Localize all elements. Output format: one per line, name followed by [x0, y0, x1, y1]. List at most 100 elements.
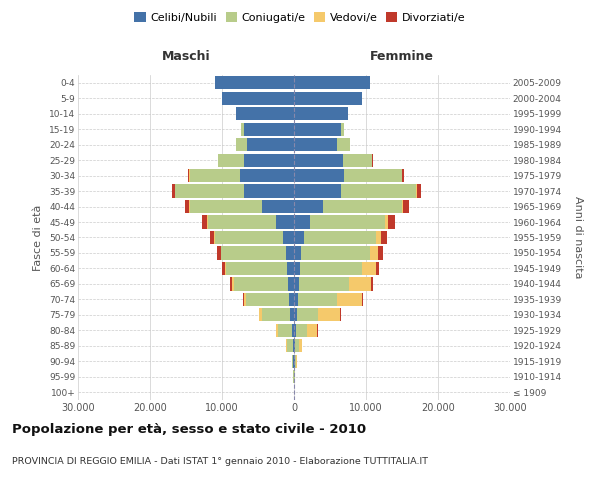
Bar — [244, 184, 294, 198]
Bar — [244, 293, 246, 306]
Bar — [341, 184, 416, 198]
Bar — [299, 278, 349, 290]
Bar — [208, 216, 276, 228]
Bar — [286, 340, 287, 352]
Bar — [222, 92, 294, 105]
Y-axis label: Fasce di età: Fasce di età — [34, 204, 43, 270]
Bar — [388, 216, 395, 228]
Bar — [240, 169, 294, 182]
Bar — [297, 308, 319, 322]
Bar — [371, 278, 373, 290]
Bar — [210, 231, 214, 244]
Bar — [293, 340, 294, 352]
Bar — [298, 293, 337, 306]
Bar — [294, 122, 341, 136]
Bar — [262, 200, 294, 213]
Bar — [294, 293, 298, 306]
Bar — [323, 200, 402, 213]
Bar — [294, 76, 370, 90]
Bar — [233, 278, 287, 290]
Bar — [294, 138, 337, 151]
Bar — [402, 169, 404, 182]
Y-axis label: Anni di nascita: Anni di nascita — [573, 196, 583, 279]
Bar — [294, 231, 304, 244]
Bar — [417, 184, 421, 198]
Bar — [319, 308, 340, 322]
Bar — [294, 324, 296, 337]
Bar — [283, 231, 294, 244]
Bar — [294, 354, 295, 368]
Bar — [337, 138, 350, 151]
Bar — [244, 122, 294, 136]
Bar — [372, 154, 373, 166]
Bar — [218, 154, 244, 166]
Bar — [190, 169, 240, 182]
Bar — [289, 293, 294, 306]
Bar — [202, 216, 207, 228]
Bar — [403, 200, 409, 213]
Bar — [277, 324, 278, 337]
Bar — [294, 154, 343, 166]
Bar — [381, 231, 387, 244]
Bar — [296, 324, 307, 337]
Bar — [376, 231, 381, 244]
Bar — [232, 278, 233, 290]
Text: Femmine: Femmine — [370, 50, 434, 62]
Text: Maschi: Maschi — [161, 50, 211, 62]
Bar — [299, 340, 302, 352]
Bar — [292, 354, 293, 368]
Bar — [294, 169, 344, 182]
Bar — [287, 340, 293, 352]
Bar — [224, 262, 226, 275]
Bar — [230, 278, 232, 290]
Bar — [337, 293, 362, 306]
Bar — [243, 293, 244, 306]
Bar — [222, 262, 224, 275]
Bar — [236, 138, 247, 151]
Bar — [362, 293, 363, 306]
Bar — [175, 184, 244, 198]
Bar — [301, 262, 362, 275]
Bar — [276, 216, 294, 228]
Bar — [370, 246, 378, 260]
Bar — [215, 76, 294, 90]
Bar — [247, 138, 294, 151]
Bar — [294, 246, 301, 260]
Text: PROVINCIA DI REGGIO EMILIA - Dati ISTAT 1° gennaio 2010 - Elaborazione TUTTITALI: PROVINCIA DI REGGIO EMILIA - Dati ISTAT … — [12, 458, 428, 466]
Bar — [286, 246, 294, 260]
Bar — [221, 246, 286, 260]
Bar — [416, 184, 417, 198]
Bar — [294, 107, 348, 120]
Bar — [241, 122, 244, 136]
Bar — [172, 184, 175, 198]
Bar — [287, 278, 294, 290]
Bar — [278, 324, 292, 337]
Bar — [295, 340, 299, 352]
Bar — [341, 122, 344, 136]
Bar — [294, 262, 301, 275]
Bar — [349, 278, 371, 290]
Bar — [294, 216, 310, 228]
Bar — [362, 262, 376, 275]
Bar — [402, 200, 403, 213]
Bar — [304, 231, 376, 244]
Bar — [376, 262, 379, 275]
Bar — [188, 169, 190, 182]
Bar — [292, 324, 294, 337]
Bar — [385, 216, 388, 228]
Text: Popolazione per età, sesso e stato civile - 2010: Popolazione per età, sesso e stato civil… — [12, 422, 366, 436]
Bar — [294, 278, 299, 290]
Bar — [244, 154, 294, 166]
Bar — [185, 200, 189, 213]
Bar — [190, 200, 262, 213]
Bar — [236, 107, 294, 120]
Bar — [215, 231, 283, 244]
Bar — [259, 308, 262, 322]
Bar — [217, 246, 221, 260]
Bar — [294, 200, 323, 213]
Bar — [293, 354, 294, 368]
Bar — [295, 354, 296, 368]
Bar — [307, 324, 317, 337]
Bar — [294, 340, 295, 352]
Bar — [290, 308, 294, 322]
